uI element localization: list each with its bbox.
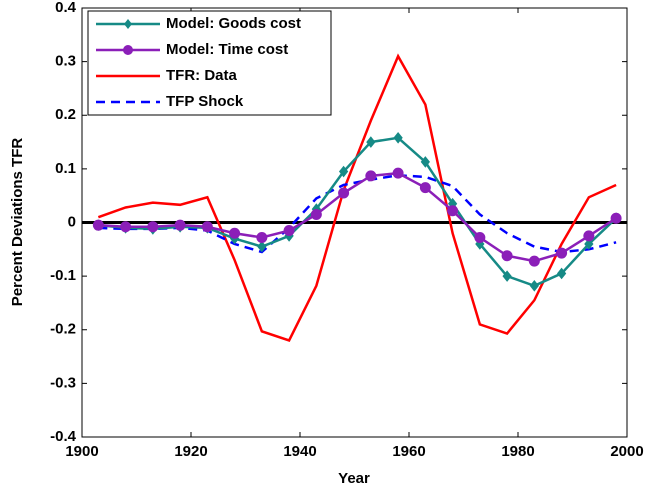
marker xyxy=(92,219,104,231)
marker xyxy=(147,221,159,233)
marker xyxy=(366,136,376,148)
y-tick-label: 0.1 xyxy=(55,160,76,177)
marker xyxy=(556,247,568,259)
marker xyxy=(338,187,350,199)
y-tick-label: 0.3 xyxy=(55,53,76,70)
y-axis-label: Percent Deviations TFR xyxy=(9,138,26,307)
marker xyxy=(584,238,594,250)
legend-label: TFR: Data xyxy=(166,67,237,84)
marker xyxy=(229,227,241,239)
marker xyxy=(257,240,267,253)
y-tick-label: 0 xyxy=(68,213,76,230)
marker xyxy=(283,225,295,237)
series-line xyxy=(98,174,617,254)
marker xyxy=(447,205,459,217)
marker xyxy=(256,232,268,244)
y-tick-label: -0.3 xyxy=(50,374,76,391)
y-tick-label: -0.2 xyxy=(50,321,76,338)
marker xyxy=(583,230,595,242)
legend-marker xyxy=(124,19,132,29)
legend-label: Model: Time cost xyxy=(166,41,288,58)
marker xyxy=(474,232,486,244)
x-tick-label: 1940 xyxy=(283,443,316,460)
marker xyxy=(610,212,622,224)
y-tick-label: 0.2 xyxy=(55,106,76,123)
marker xyxy=(528,255,540,267)
marker xyxy=(365,170,377,182)
marker xyxy=(501,250,513,262)
x-tick-label: 1920 xyxy=(174,443,207,460)
legend-label: TFP Shock xyxy=(166,93,244,110)
axes-frame xyxy=(81,7,628,438)
marker xyxy=(420,156,430,168)
legend-marker xyxy=(123,45,133,55)
x-tick-label: 1980 xyxy=(501,443,534,460)
y-tick-label: -0.4 xyxy=(50,428,77,445)
marker xyxy=(392,167,404,179)
marker xyxy=(120,221,132,233)
marker xyxy=(393,131,403,144)
marker xyxy=(338,165,349,178)
y-tick-label: 0.4 xyxy=(55,0,77,16)
marker xyxy=(529,279,539,292)
legend-label: Model: Goods cost xyxy=(166,15,301,32)
marker xyxy=(556,267,567,280)
x-tick-label: 1960 xyxy=(392,443,425,460)
marker xyxy=(419,182,431,194)
marker xyxy=(502,270,512,282)
legend: Model: Goods cost Model: Time cost TFR: Da… xyxy=(87,10,332,116)
marker xyxy=(201,221,213,233)
y-tick-label: -0.1 xyxy=(50,267,76,284)
x-tick-label: 1900 xyxy=(65,443,98,460)
x-tick-label: 2000 xyxy=(610,443,643,460)
x-axis-label: Year xyxy=(338,470,370,487)
marker xyxy=(310,208,322,220)
marker xyxy=(174,219,186,231)
